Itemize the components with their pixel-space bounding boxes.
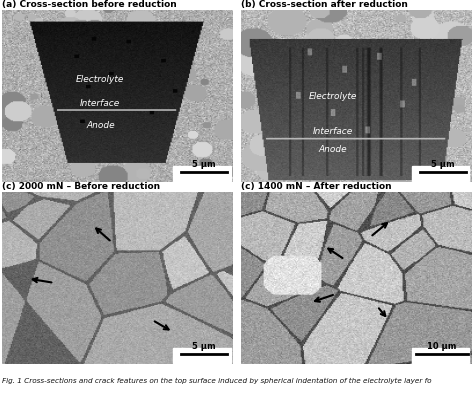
Bar — [173, 348, 231, 363]
Bar — [412, 166, 469, 181]
Text: (a) Cross-section before reduction: (a) Cross-section before reduction — [2, 0, 177, 9]
Bar — [173, 166, 231, 181]
Text: (c) 1400 mN – After reduction: (c) 1400 mN – After reduction — [241, 182, 392, 191]
Text: 10 μm: 10 μm — [427, 342, 456, 351]
Text: 5 μm: 5 μm — [192, 342, 216, 351]
Text: Interface: Interface — [313, 127, 354, 136]
Text: (c) 2000 mN – Before reduction: (c) 2000 mN – Before reduction — [2, 182, 161, 191]
Text: Electrolyte: Electrolyte — [309, 92, 357, 101]
Text: 5 μm: 5 μm — [192, 160, 216, 169]
Text: Anode: Anode — [319, 144, 347, 154]
Text: 5 μm: 5 μm — [431, 160, 455, 169]
Text: Anode: Anode — [86, 121, 115, 130]
Bar — [412, 348, 469, 363]
Text: (b) Cross-section after reduction: (b) Cross-section after reduction — [241, 0, 408, 9]
Text: Electrolyte: Electrolyte — [76, 75, 125, 84]
Text: Fig. 1 Cross-sections and crack features on the top surface induced by spherical: Fig. 1 Cross-sections and crack features… — [2, 378, 432, 384]
Text: Interface: Interface — [80, 99, 120, 108]
